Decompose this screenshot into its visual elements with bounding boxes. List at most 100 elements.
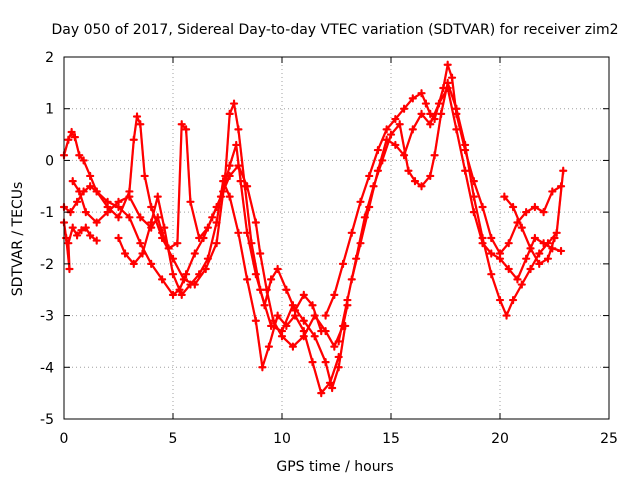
x-tick-label: 0	[60, 431, 69, 447]
data-point-marker	[267, 321, 276, 331]
data-point-marker	[487, 249, 496, 258]
data-series	[500, 192, 559, 268]
series-trace	[62, 221, 98, 271]
data-point-marker	[495, 254, 505, 263]
data-point-marker	[321, 311, 330, 320]
data-point-marker	[147, 218, 156, 227]
series-trace-halo	[62, 102, 347, 390]
data-point-marker	[195, 233, 204, 243]
data-point-marker	[522, 254, 531, 263]
data-point-marker	[347, 275, 356, 284]
data-point-marker	[234, 125, 243, 134]
data-point-marker	[452, 125, 461, 134]
data-point-marker	[325, 378, 335, 387]
data-point-marker	[461, 166, 470, 175]
data-point-marker	[487, 233, 496, 243]
data-point-marker	[421, 99, 430, 108]
data-point-marker	[236, 177, 245, 186]
data-point-marker	[65, 264, 74, 274]
series-trace	[117, 180, 340, 395]
data-point-marker	[365, 171, 374, 181]
data-point-marker	[129, 259, 138, 268]
x-axis-label: GPS time / hours	[276, 459, 393, 475]
data-point-marker	[240, 182, 250, 191]
y-tick-label: -4	[40, 360, 54, 376]
data-point-marker	[243, 275, 252, 284]
data-point-marker	[426, 171, 435, 181]
data-point-marker	[310, 332, 319, 341]
data-point-marker	[539, 239, 548, 248]
chart-title: Day 050 of 2017, Sidereal Day-to-day VTE…	[52, 22, 619, 38]
data-point-marker	[64, 135, 73, 144]
data-series	[59, 218, 101, 274]
y-tick-label: 2	[45, 50, 54, 66]
data-point-marker	[195, 270, 204, 279]
data-point-marker	[543, 254, 553, 263]
data-point-marker	[356, 197, 365, 206]
data-point-marker	[181, 270, 191, 279]
y-tick-label: 0	[45, 153, 54, 169]
data-point-marker	[399, 151, 409, 160]
data-point-marker	[410, 177, 420, 186]
data-point-marker	[399, 104, 409, 113]
y-tick-label: -1	[40, 205, 54, 221]
data-point-marker	[408, 125, 417, 134]
data-point-marker	[517, 280, 526, 289]
data-point-marker	[452, 104, 461, 113]
data-point-marker	[186, 197, 195, 206]
data-point-marker	[75, 151, 84, 160]
plot-frame	[63, 56, 610, 420]
data-point-marker	[92, 236, 101, 245]
data-point-marker	[330, 342, 339, 351]
data-point-marker	[75, 187, 84, 196]
data-point-marker	[125, 213, 134, 222]
x-tick-label: 15	[382, 431, 400, 447]
data-point-marker	[334, 352, 343, 362]
data-point-marker	[81, 208, 90, 217]
data-point-marker	[517, 223, 526, 232]
data-point-marker	[391, 114, 400, 124]
data-point-marker	[264, 342, 274, 351]
data-point-marker	[251, 270, 260, 279]
data-point-marker	[426, 109, 435, 118]
data-point-marker	[260, 301, 269, 310]
data-point-marker	[225, 161, 234, 170]
data-point-marker	[373, 145, 383, 155]
data-point-marker	[177, 120, 186, 129]
series-trace	[62, 102, 347, 390]
data-point-marker	[347, 228, 356, 237]
data-point-marker	[417, 109, 426, 118]
data-point-marker	[550, 233, 559, 243]
data-point-marker	[391, 140, 400, 150]
data-point-marker	[539, 208, 548, 217]
data-point-marker	[417, 182, 426, 191]
data-point-marker	[273, 311, 282, 320]
data-point-marker	[447, 73, 457, 82]
data-point-marker	[395, 120, 404, 129]
data-point-marker	[426, 120, 435, 129]
data-point-marker	[114, 213, 123, 222]
data-point-marker	[343, 295, 352, 305]
data-point-marker	[136, 213, 145, 222]
data-point-marker	[67, 127, 76, 137]
data-point-marker	[212, 239, 221, 248]
series-trace	[71, 123, 323, 333]
data-point-marker	[81, 223, 90, 232]
data-series	[334, 78, 568, 346]
data-point-marker	[504, 239, 513, 248]
data-point-marker	[495, 295, 505, 305]
data-point-marker	[317, 389, 326, 398]
data-point-marker	[86, 171, 95, 181]
data-point-marker	[288, 342, 297, 351]
y-tick-label: 1	[45, 102, 54, 118]
axis-ticks	[63, 56, 610, 420]
data-point-marker	[138, 249, 147, 258]
series-trace-halo	[117, 180, 340, 395]
data-point-marker	[308, 358, 317, 367]
data-point-marker	[334, 363, 343, 372]
data-point-marker	[114, 197, 123, 206]
data-point-marker	[229, 99, 239, 108]
data-point-marker	[530, 202, 539, 212]
data-point-marker	[173, 239, 182, 248]
